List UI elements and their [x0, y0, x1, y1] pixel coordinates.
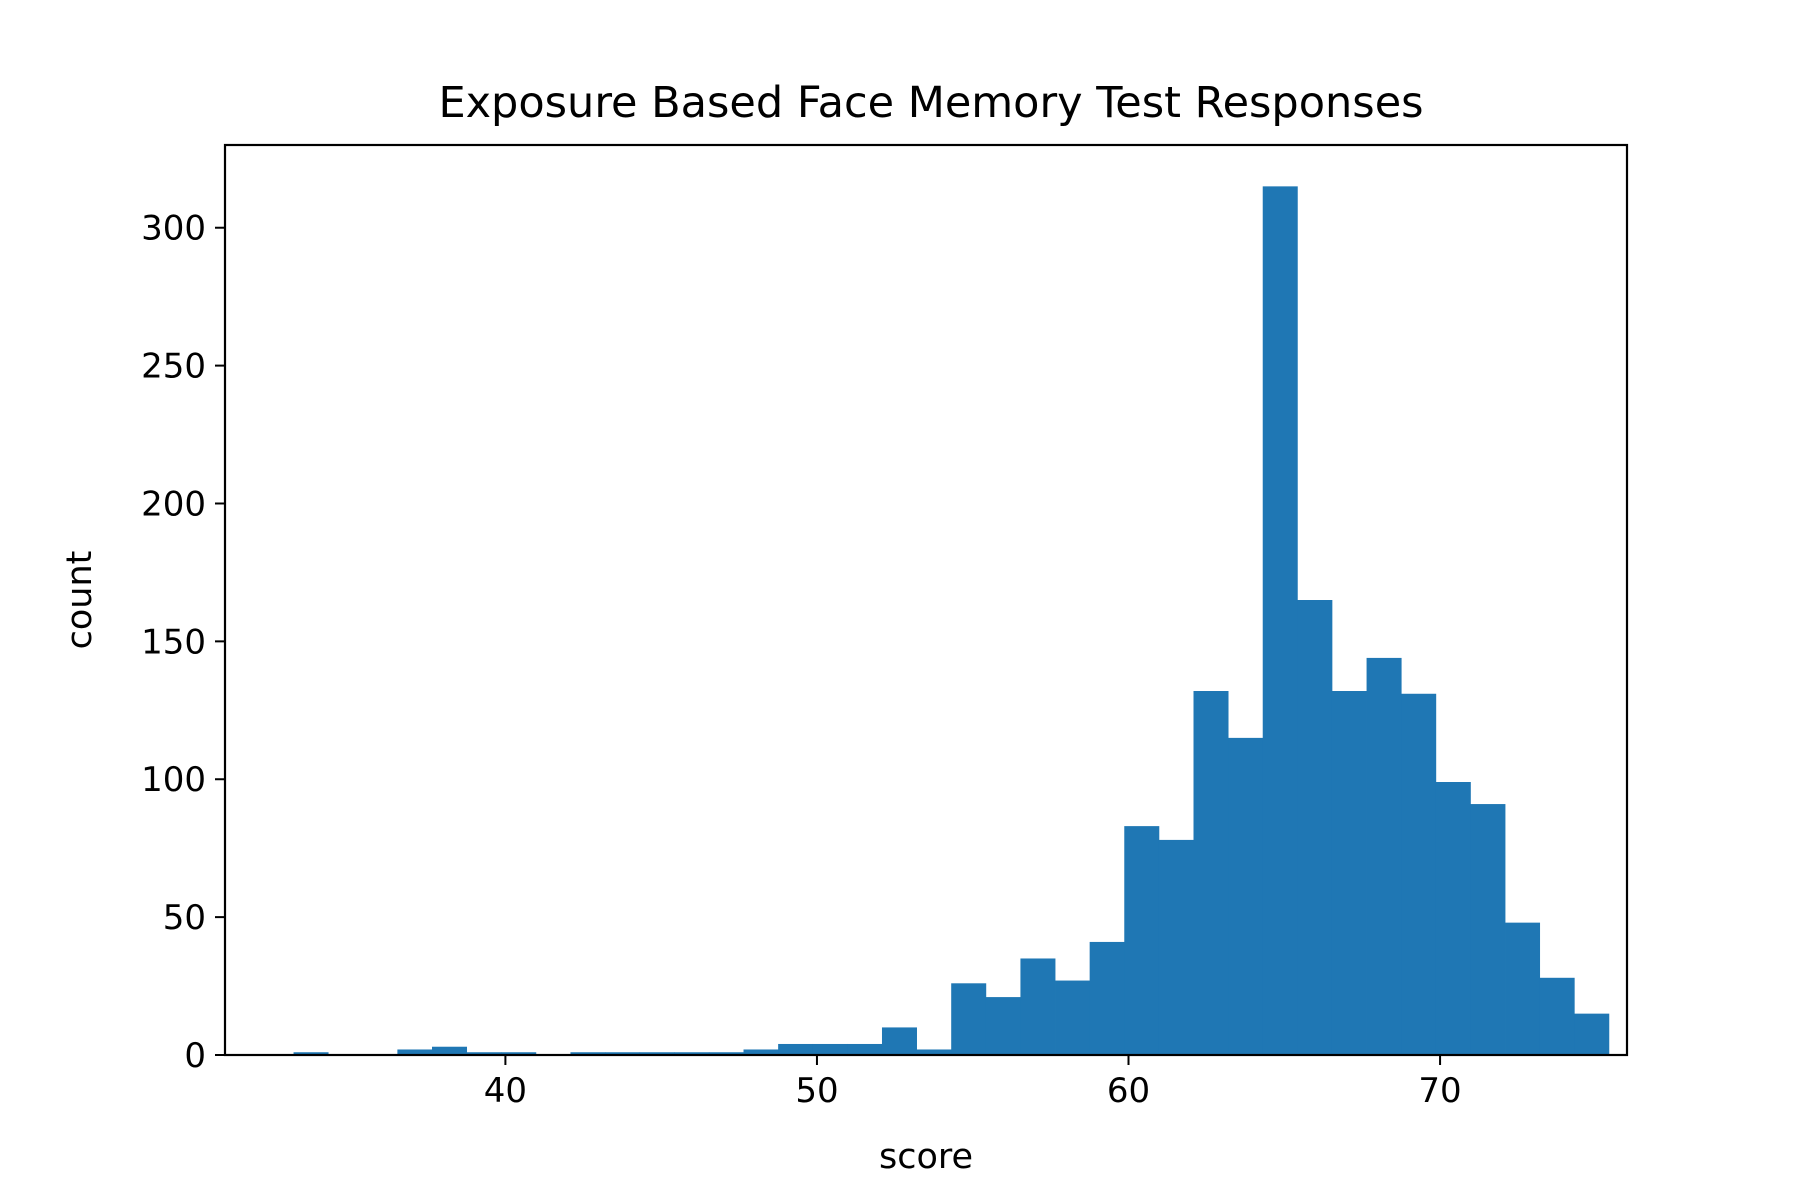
y-tick-label: 50	[163, 898, 206, 938]
histogram-bar	[432, 1046, 468, 1055]
y-tick-label: 150	[141, 622, 206, 662]
y-tick-label: 250	[141, 347, 206, 387]
x-tick-label: 60	[1107, 1071, 1150, 1111]
histogram-bar	[1297, 600, 1333, 1055]
histogram-bar	[1539, 977, 1575, 1055]
y-axis-label: count	[60, 551, 100, 650]
histogram-bar	[951, 983, 987, 1055]
histogram-bar	[985, 997, 1021, 1055]
bars-group	[293, 186, 1610, 1056]
histogram-bar	[674, 1052, 710, 1055]
histogram-bar	[1193, 691, 1229, 1055]
histogram-bar	[605, 1052, 641, 1055]
histogram-bar	[1055, 980, 1091, 1055]
histogram-bar	[570, 1052, 606, 1055]
histogram-bar	[881, 1027, 917, 1055]
x-tick-label: 40	[484, 1071, 527, 1111]
x-axis-label: score	[879, 1137, 973, 1177]
histogram-bar	[1262, 186, 1298, 1056]
histogram-bar	[466, 1052, 502, 1055]
histogram-bar	[812, 1043, 848, 1055]
x-tick-label: 50	[795, 1071, 838, 1111]
histogram-bar	[1470, 804, 1506, 1055]
histogram-bar	[1228, 737, 1264, 1055]
histogram-bar	[501, 1052, 537, 1055]
y-tick-label: 300	[141, 209, 206, 249]
histogram-bar	[743, 1049, 779, 1055]
histogram-bar	[847, 1043, 883, 1055]
x-axis-ticks: 40 50 60 70	[484, 1055, 1462, 1111]
histogram-bar	[708, 1052, 744, 1055]
histogram-bar	[1124, 826, 1160, 1055]
x-tick-label: 70	[1418, 1071, 1461, 1111]
histogram-bar	[778, 1043, 814, 1055]
histogram-bar	[397, 1049, 433, 1055]
histogram-bar	[1158, 839, 1194, 1055]
histogram-bar	[1331, 691, 1367, 1055]
plot-area-frame	[223, 143, 1629, 1057]
histogram-bar	[1089, 941, 1125, 1055]
histogram-bar	[916, 1049, 952, 1055]
y-tick-label: 200	[141, 484, 206, 524]
histogram-bar	[1366, 657, 1402, 1055]
y-tick-label: 0	[184, 1036, 206, 1076]
chart-title: Exposure Based Face Memory Test Response…	[438, 78, 1423, 128]
histogram-bar	[1435, 782, 1471, 1055]
histogram-bar	[1505, 922, 1541, 1055]
histogram-bar	[639, 1052, 675, 1055]
y-axis-ticks: 0 50 100 150 200 250 300	[141, 209, 225, 1076]
histogram-bar	[1401, 693, 1437, 1055]
y-tick-label: 100	[141, 760, 206, 800]
histogram-bar	[1574, 1013, 1610, 1055]
histogram-bar	[1020, 958, 1056, 1055]
histogram-bar	[293, 1052, 329, 1055]
